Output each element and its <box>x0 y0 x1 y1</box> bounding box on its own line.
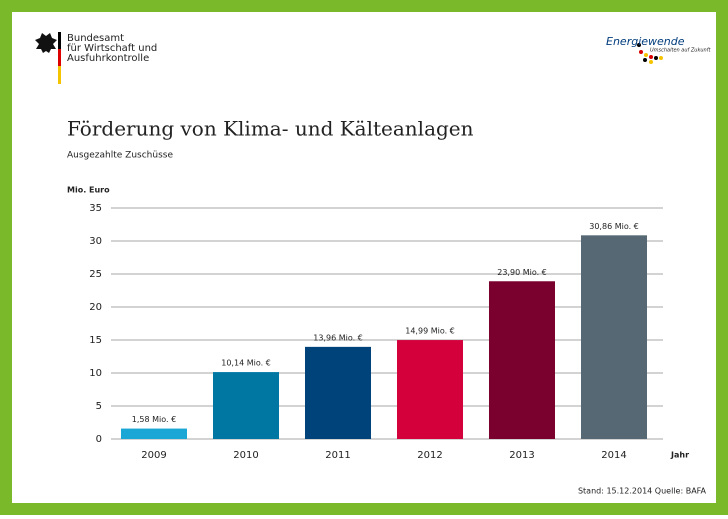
x-tick-label: 2011 <box>325 450 350 461</box>
y-tick-label: 35 <box>89 203 102 214</box>
chart-subtitle: Ausgezahlte Zuschüsse <box>67 151 173 161</box>
value-label: 13,96 Mio. € <box>313 333 363 342</box>
value-label: 23,90 Mio. € <box>497 268 547 277</box>
agency-line: Bundesamt <box>67 33 124 44</box>
y-tick-label: 15 <box>89 335 102 346</box>
agency-line: für Wirtschaft und <box>67 43 157 54</box>
y-tick-label: 5 <box>96 401 102 412</box>
x-tick-label: 2012 <box>417 450 442 461</box>
x-axis-label: Jahr <box>670 451 689 460</box>
y-tick-label: 0 <box>96 434 102 445</box>
value-label: 1,58 Mio. € <box>132 415 176 424</box>
x-tick-label: 2013 <box>509 450 534 461</box>
y-tick-label: 10 <box>89 368 102 379</box>
x-tick-label: 2014 <box>601 450 626 461</box>
bar <box>489 281 555 439</box>
y-axis-label: Mio. Euro <box>67 186 110 195</box>
value-label: 14,99 Mio. € <box>405 327 455 336</box>
logo-tagline: Umschalten auf Zukunft <box>650 48 711 54</box>
y-tick-label: 20 <box>89 302 102 313</box>
bar <box>121 428 187 439</box>
y-tick-label: 30 <box>89 236 102 247</box>
agency-line: Ausfuhrkontrolle <box>67 53 149 64</box>
energiewende-logo <box>637 43 663 64</box>
y-tick-label: 25 <box>89 269 102 280</box>
bar <box>213 372 279 439</box>
source-note: Stand: 15.12.2014 Quelle: BAFA <box>578 487 707 496</box>
logo-word: Energie <box>606 35 648 48</box>
logo-word: wende <box>648 35 685 48</box>
bar <box>397 340 463 439</box>
bar <box>581 235 647 439</box>
chart-title: Förderung von Klima- und Kälteanlagen <box>67 117 474 141</box>
value-label: 10,14 Mio. € <box>221 359 271 368</box>
x-tick-label: 2009 <box>141 450 166 461</box>
bar <box>305 346 371 439</box>
x-tick-label: 2010 <box>233 450 258 461</box>
value-label: 30,86 Mio. € <box>589 222 639 231</box>
eagle-logo <box>35 32 61 84</box>
